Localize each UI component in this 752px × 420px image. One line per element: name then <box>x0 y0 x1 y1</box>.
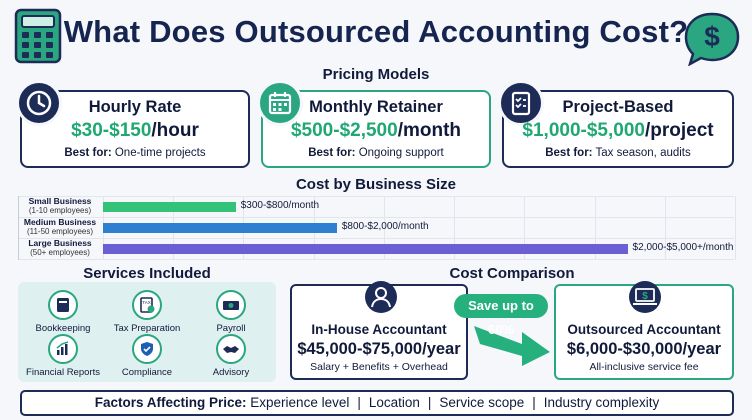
shield-check-icon <box>132 334 162 364</box>
size-name: Large Business <box>28 238 92 248</box>
laptop-dollar-icon: $ <box>629 281 661 313</box>
service-item: Advisory <box>188 334 274 378</box>
factor-item: Industry complexity <box>543 395 660 410</box>
svg-text:TAX: TAX <box>142 300 150 305</box>
calculator-icon <box>14 8 62 64</box>
book-icon <box>48 290 78 320</box>
card-price: $30-$150/hour <box>71 120 199 141</box>
tax-document-icon: TAX <box>132 290 162 320</box>
service-item: Payroll <box>188 290 274 334</box>
factor-item: Location <box>368 395 420 410</box>
comparison-heading: Cost Comparison <box>449 265 575 282</box>
size-employees: (50+ employees) <box>30 248 90 257</box>
service-item: TAX Tax Preparation <box>104 290 190 334</box>
size-name: Medium Business <box>23 217 97 227</box>
grid-line <box>594 196 596 260</box>
card-best-for: Best for: One-time projects <box>64 147 206 159</box>
service-label: Compliance <box>121 367 173 378</box>
service-label: Financial Reports <box>26 367 100 378</box>
inhouse-amount: $45,000-$75,000/year <box>297 340 461 358</box>
money-icon <box>216 290 246 320</box>
card-title: Monthly Retainer <box>309 98 443 116</box>
chart-icon <box>48 334 78 364</box>
pricing-heading: Pricing Models <box>322 66 430 83</box>
size-heading: Cost by Business Size <box>295 176 457 193</box>
size-bar <box>103 244 628 254</box>
person-icon <box>365 281 397 313</box>
service-label: Advisory <box>212 367 250 378</box>
factors-bar: Factors Affecting Price: Experience leve… <box>20 390 734 416</box>
calendar-icon <box>257 80 303 126</box>
grid-line <box>524 196 526 260</box>
service-label: Tax Preparation <box>113 323 181 334</box>
inhouse-note: Salary + Benefits + Overhead <box>310 361 448 373</box>
grid-line <box>19 196 734 197</box>
grid-line <box>19 238 734 239</box>
service-item: Compliance <box>104 334 190 378</box>
services-panel: Bookkeeping TAX Tax Preparation Payroll … <box>18 282 276 382</box>
svg-text:$: $ <box>642 291 648 302</box>
inhouse-title: In-House Accountant <box>311 322 447 337</box>
size-row-label: Small Business (1-10 employees) <box>19 196 101 216</box>
pricing-card-hourly: Hourly Rate $30-$150/hour Best for: One-… <box>16 80 250 168</box>
outsourced-title: Outsourced Accountant <box>567 322 721 337</box>
size-row-label: Medium Business (11-50 employees) <box>19 217 101 237</box>
outsourced-amount: $6,000-$30,000/year <box>566 340 722 358</box>
handshake-icon <box>216 334 246 364</box>
service-item: Financial Reports <box>20 334 106 378</box>
size-bar-label: $300-$800/month <box>240 200 320 211</box>
grid-line <box>664 196 666 260</box>
size-bar <box>103 223 337 233</box>
card-price: $1,000-$5,000/project <box>522 120 714 141</box>
dollar-speech-bubble-icon: $ <box>684 12 740 66</box>
size-employees: (1-10 employees) <box>28 206 92 215</box>
grid-line <box>19 259 734 260</box>
size-bar-label: $800-$2,000/month <box>341 221 429 232</box>
business-size-bar-chart: Small Business (1-10 employees) $300-$800/… <box>18 196 736 260</box>
services-heading: Services Included <box>83 265 211 282</box>
size-row-label: Large Business (50+ employees) <box>19 238 101 258</box>
grid-line <box>383 196 385 260</box>
factor-item: Service scope <box>439 395 525 410</box>
card-title: Project-Based <box>562 98 674 116</box>
grid-line <box>735 196 736 260</box>
size-bar <box>103 202 236 212</box>
pricing-card-retainer: Monthly Retainer $500-$2,500/month Best … <box>257 80 491 168</box>
size-bar-label: $2,000-$5,000+/month <box>632 242 734 253</box>
svg-text:$: $ <box>704 21 720 52</box>
inhouse-card: In-House Accountant $45,000-$75,000/year… <box>290 281 468 380</box>
grid-line <box>19 217 734 218</box>
service-label: Bookkeeping <box>35 323 91 334</box>
service-item: Bookkeeping <box>20 290 106 334</box>
factors-label: Factors Affecting Price: <box>94 395 247 410</box>
pricing-card-project: Project-Based $1,000-$5,000/project Best… <box>498 80 734 168</box>
card-price: $500-$2,500/month <box>290 120 462 141</box>
grid-line <box>454 196 456 260</box>
card-best-for: Best for: Ongoing support <box>308 147 444 159</box>
page-title: What Does Outsourced Accounting Cost? <box>63 14 689 49</box>
factor-item: Experience level <box>250 395 350 410</box>
size-employees: (11-50 employees) <box>26 227 94 236</box>
arrow-right-icon <box>474 326 550 366</box>
outsourced-note: All-inclusive service fee <box>589 361 699 373</box>
card-title: Hourly Rate <box>88 98 182 116</box>
checklist-icon <box>498 80 544 126</box>
clock-icon <box>16 80 62 126</box>
outsourced-card: $ Outsourced Accountant $6,000-$30,000/y… <box>554 281 734 380</box>
savings-badge: Save up to 60% <box>454 294 548 337</box>
size-name: Small Business <box>28 196 92 206</box>
card-best-for: Best for: Tax season, audits <box>545 147 691 159</box>
service-label: Payroll <box>216 323 246 334</box>
